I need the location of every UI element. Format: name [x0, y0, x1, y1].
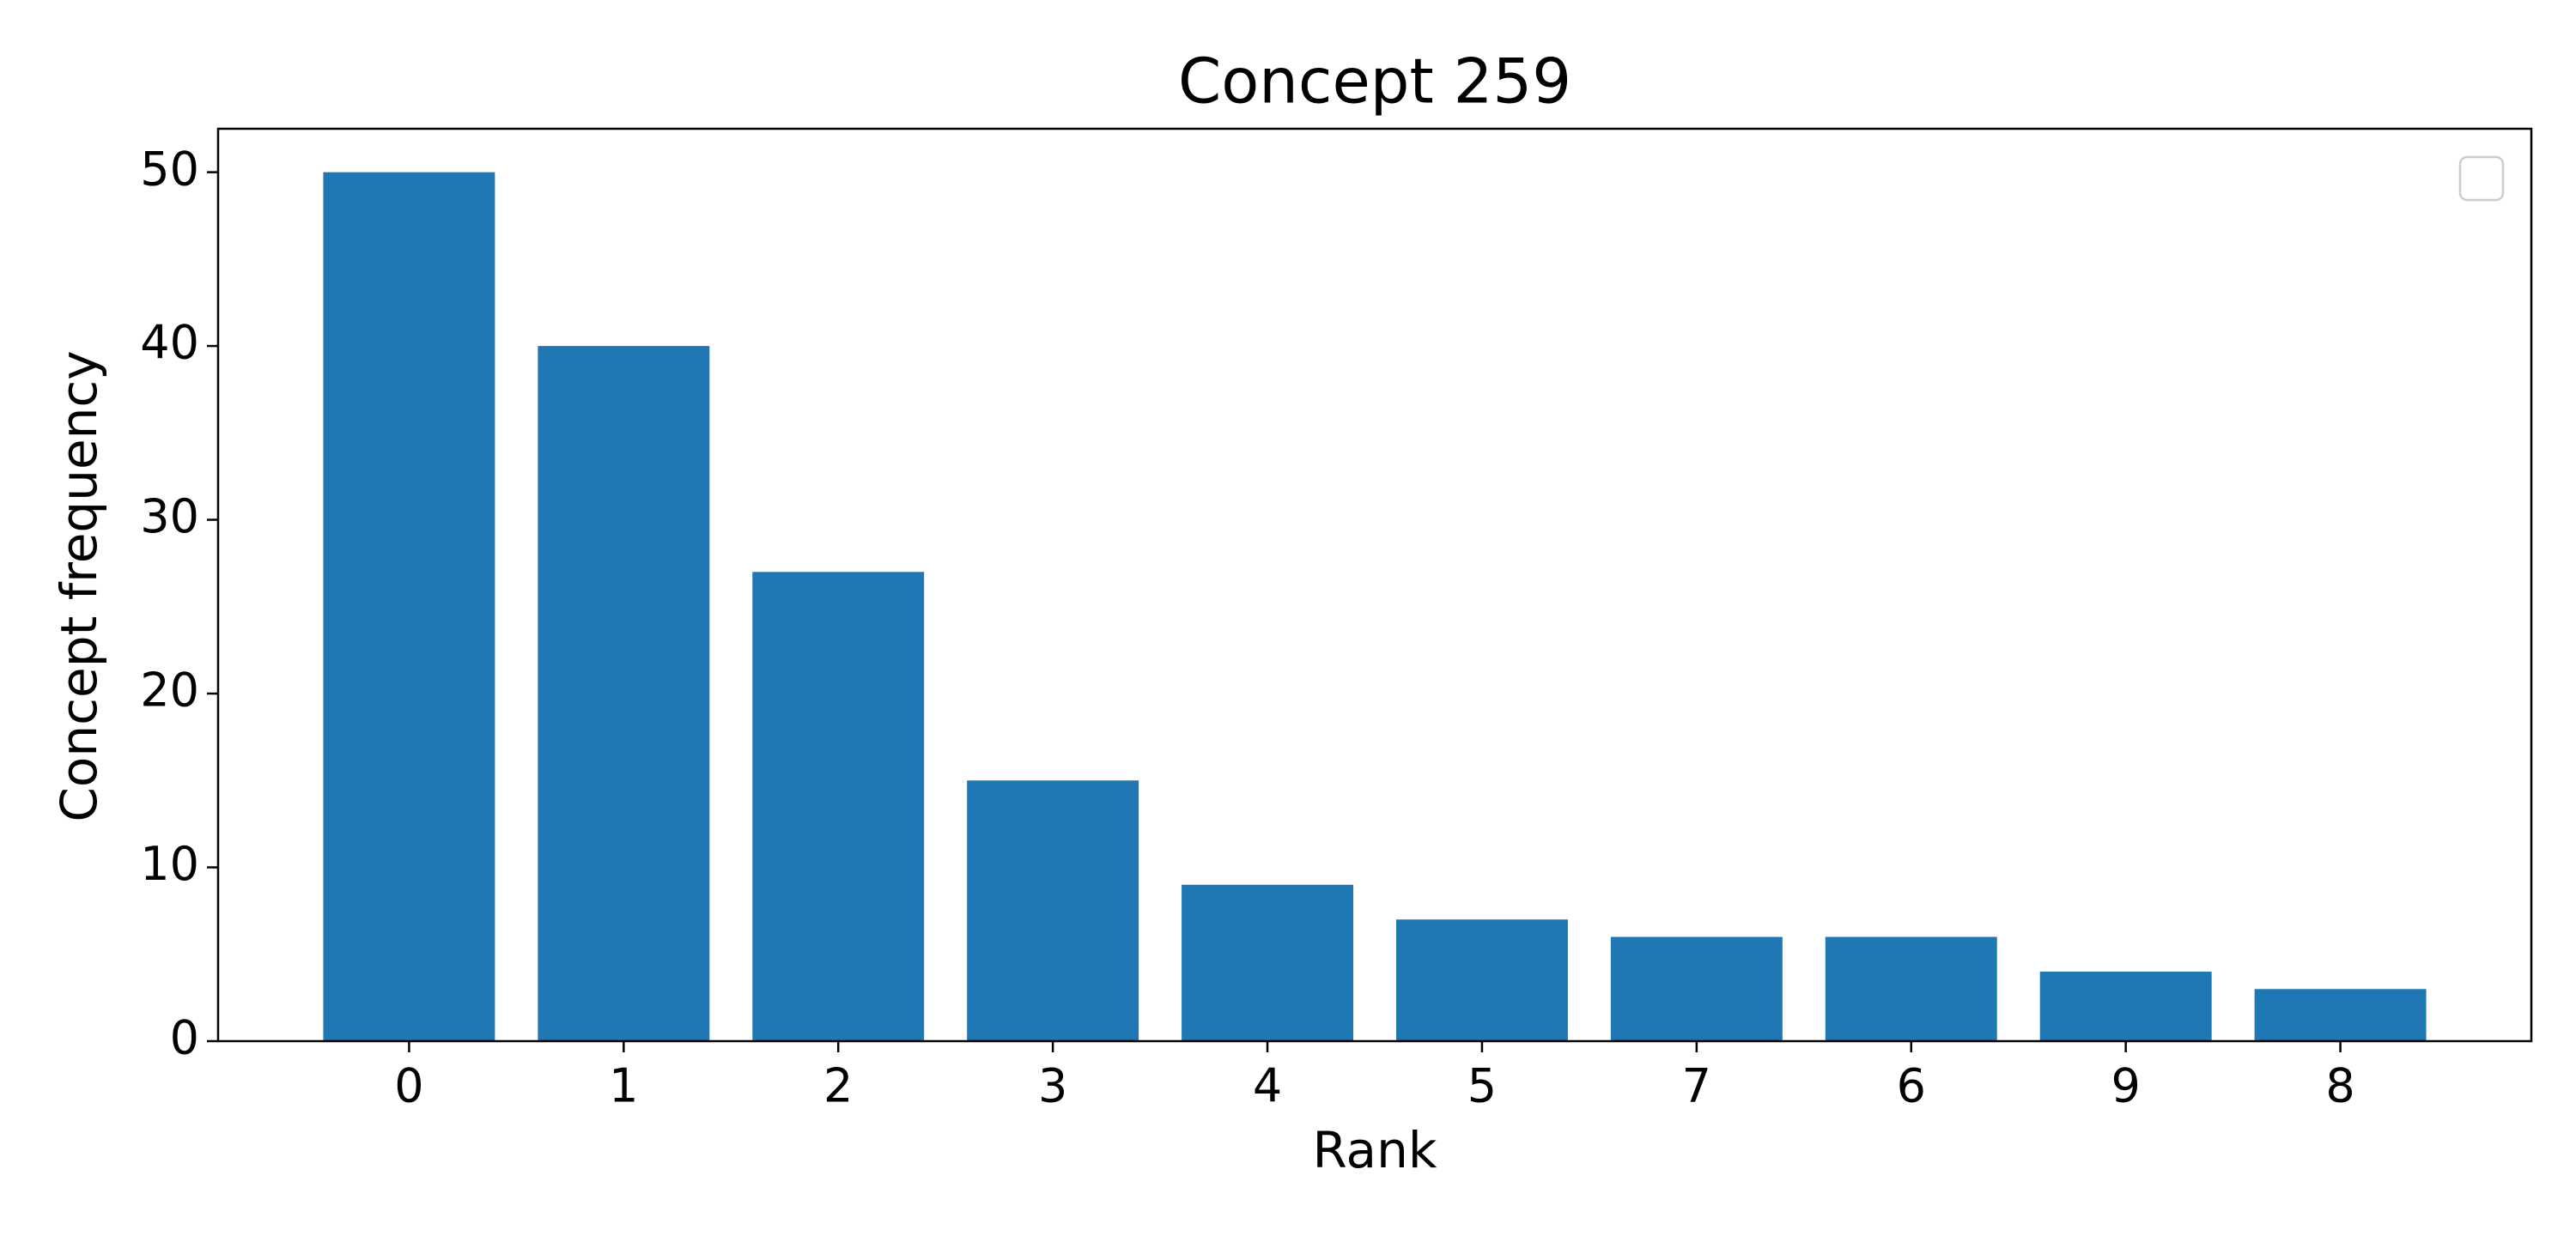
x-axis-label: Rank: [1313, 1121, 1437, 1179]
bar: [752, 572, 925, 1041]
bar: [2039, 972, 2212, 1041]
y-axis-label: Concept frequency: [50, 350, 108, 821]
bar: [1395, 919, 1568, 1041]
chart-title: Concept 259: [1178, 45, 1571, 118]
y-tick-label: 0: [170, 1011, 199, 1065]
y-tick-label: 30: [140, 489, 199, 543]
y-tick-label: 20: [140, 663, 199, 718]
legend: [2458, 155, 2505, 202]
y-tick-label: 10: [140, 837, 199, 891]
bar: [1610, 936, 1783, 1041]
bar: [1182, 884, 1354, 1041]
bar: [538, 346, 710, 1042]
plot-area: 0 10 20 30 40 50 0 1 2 3 4 5 7 6 9 8: [140, 142, 2427, 1113]
x-tick-label: 2: [823, 1059, 853, 1113]
bar: [1825, 936, 1997, 1041]
x-tick-label: 9: [2111, 1059, 2140, 1113]
x-tick-label: 1: [609, 1059, 638, 1113]
axes-frame: [216, 127, 2533, 1043]
x-tick-label: 4: [1253, 1059, 1282, 1113]
x-tick-label: 7: [1682, 1059, 1711, 1113]
y-tick-label: 50: [140, 142, 199, 196]
x-tick-label: 8: [2325, 1059, 2354, 1113]
x-tick-label: 3: [1038, 1059, 1067, 1113]
bar: [323, 172, 495, 1042]
y-tick-label: 40: [140, 316, 199, 370]
bar: [967, 780, 1139, 1041]
x-tick-label: 5: [1467, 1059, 1497, 1113]
bar: [2254, 989, 2427, 1041]
x-tick-label: 0: [394, 1059, 423, 1113]
x-tick-label: 6: [1897, 1059, 1926, 1113]
